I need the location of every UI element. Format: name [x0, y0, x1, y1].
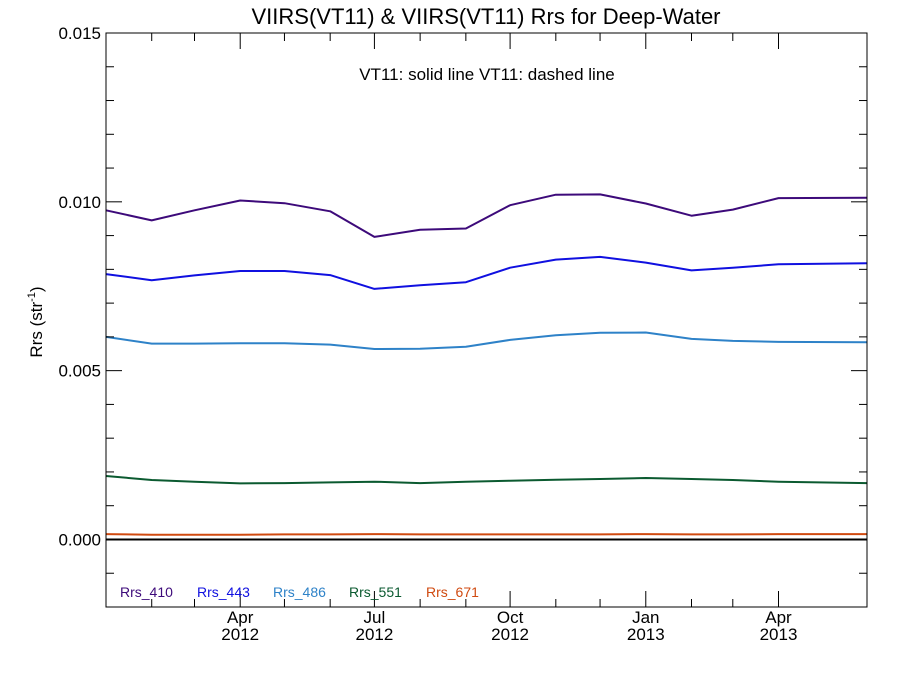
y-tick-label: 0.015 — [58, 24, 101, 43]
legend-entry-rrs-551: Rrs_551 — [349, 584, 402, 600]
chart-title: VIIRS(VT11) & VIIRS(VT11) Rrs for Deep-W… — [251, 4, 720, 29]
y-axis-label-end: ) — [27, 286, 46, 292]
y-tick-label: 0.010 — [58, 193, 101, 212]
x-tick-year-label: 2013 — [760, 625, 798, 644]
legend-entry-rrs-486: Rrs_486 — [273, 584, 326, 600]
series-line-rrs-486 — [105, 331, 868, 350]
y-tick-label: 0.000 — [58, 530, 101, 549]
series-line-rrs-410 — [105, 193, 868, 238]
series-line-rrs-443 — [105, 255, 868, 290]
series-group — [105, 193, 868, 541]
y-axis-label-sup: -1 — [26, 292, 38, 302]
x-tick-month-label: Oct — [497, 608, 524, 627]
y-axis-label-main: Rrs (str — [27, 302, 46, 358]
series-line-rrs-551 — [105, 475, 868, 485]
series-line-rrs-671 — [105, 533, 867, 536]
legend-entry-rrs-443: Rrs_443 — [197, 584, 250, 600]
x-tick-year-label: 2013 — [627, 625, 665, 644]
plot-frame — [105, 32, 868, 608]
x-tick-month-label: Apr — [765, 608, 792, 627]
x-tick-year-label: 2012 — [221, 625, 259, 644]
axis-ticks: 0.0000.0050.0100.015Apr2012Jul2012Oct201… — [58, 24, 867, 644]
x-tick-month-label: Jan — [632, 608, 659, 627]
x-tick-month-label: Apr — [227, 608, 254, 627]
x-tick-year-label: 2012 — [356, 625, 394, 644]
legend-entry-rrs-671: Rrs_671 — [426, 584, 479, 600]
legend-entry-rrs-410: Rrs_410 — [120, 584, 173, 600]
x-tick-year-label: 2012 — [491, 625, 529, 644]
y-axis-label: Rrs (str-1) — [26, 286, 46, 357]
legend: Rrs_410 Rrs_443 Rrs_486 Rrs_551 Rrs_671 — [120, 584, 479, 600]
y-tick-label: 0.005 — [58, 362, 101, 381]
line-style-annotation: VT11: solid line VT11: dashed line — [359, 65, 614, 84]
x-tick-month-label: Jul — [364, 608, 386, 627]
